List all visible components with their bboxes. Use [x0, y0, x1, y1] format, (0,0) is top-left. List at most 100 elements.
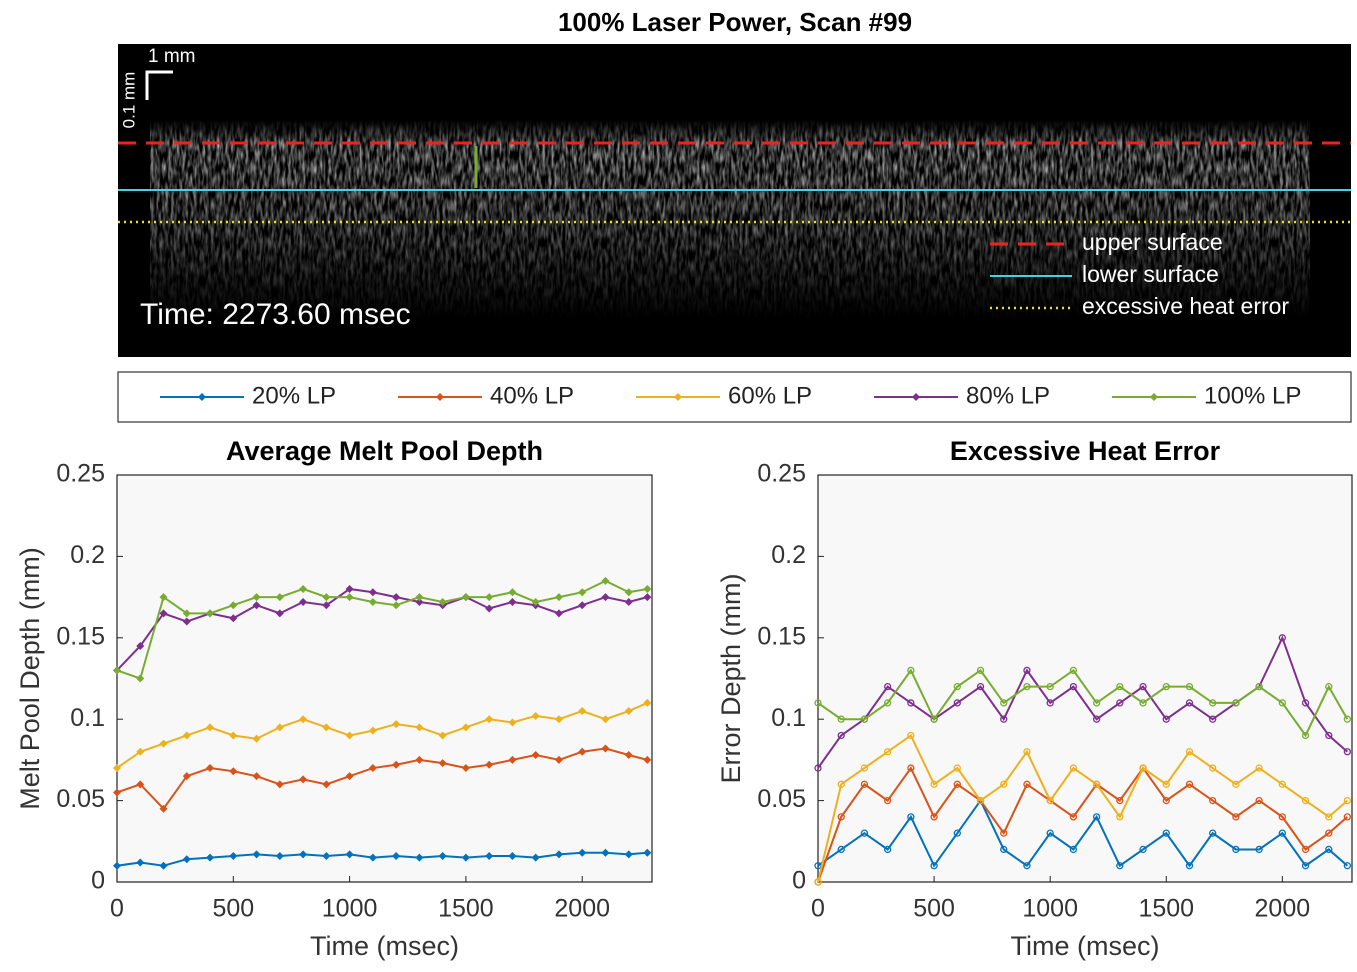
marker [554, 593, 563, 602]
marker [601, 576, 610, 585]
x-tick-label: 1000 [1022, 895, 1078, 923]
marker [1301, 796, 1310, 805]
marker [322, 601, 331, 610]
marker [930, 862, 938, 870]
marker [438, 759, 447, 768]
marker [1116, 699, 1124, 707]
image-legend: upper surface lower surface excessive heat… [990, 229, 1289, 319]
marker [884, 796, 892, 805]
marker [1092, 780, 1101, 788]
marker [182, 609, 191, 618]
marker [206, 853, 215, 862]
marker [953, 764, 961, 772]
marker [136, 747, 145, 756]
marker [136, 780, 145, 789]
marker [884, 682, 892, 691]
marker [415, 755, 424, 764]
legend-marker [1150, 393, 1158, 401]
marker [392, 720, 401, 729]
marker [860, 780, 869, 788]
marker [415, 593, 424, 602]
chart-title: Average Melt Pool Depth [226, 436, 543, 466]
series-line [116, 747, 648, 811]
marker [113, 861, 121, 870]
marker [531, 711, 540, 720]
marker [508, 588, 517, 597]
marker [976, 682, 985, 691]
marker [1255, 845, 1263, 854]
marker [1209, 699, 1217, 707]
marker [275, 851, 284, 860]
marker [1023, 748, 1031, 756]
marker [136, 674, 145, 683]
marker [837, 780, 845, 788]
marker [814, 699, 822, 707]
marker [113, 666, 121, 675]
marker [485, 715, 494, 724]
marker [275, 780, 284, 789]
marker [299, 715, 308, 724]
marker [643, 848, 652, 857]
legend-label: 100% LP [1204, 382, 1301, 409]
marker [461, 853, 470, 862]
series-line [817, 668, 1349, 738]
marker [1162, 829, 1170, 837]
y-tick-label: 0 [792, 867, 806, 895]
marker [1343, 862, 1352, 870]
marker [1278, 634, 1286, 642]
marker [1343, 748, 1352, 756]
marker [1185, 682, 1194, 691]
marker [368, 726, 377, 735]
marker [345, 593, 354, 602]
marker [1000, 699, 1008, 707]
series-line [817, 733, 1349, 883]
marker [415, 723, 424, 732]
marker [531, 853, 540, 862]
marker [252, 772, 261, 781]
marker [1185, 699, 1194, 707]
marker [1092, 813, 1101, 821]
y-tick-label: 0.2 [771, 541, 806, 569]
marker [1325, 731, 1333, 740]
marker [1232, 699, 1240, 707]
marker [275, 723, 284, 732]
series-line [116, 587, 648, 672]
marker [1209, 829, 1217, 837]
y-tick-label: 0.15 [757, 622, 806, 650]
marker [368, 853, 377, 862]
marker [1023, 666, 1031, 675]
marker [624, 751, 633, 760]
marker [837, 731, 845, 740]
marker [884, 699, 892, 707]
chart: Average Melt Pool Depth Time (msec) Melt P… [15, 436, 653, 961]
marker [461, 593, 470, 602]
marker [601, 715, 610, 724]
image-title: 100% Laser Power, Scan #99 [558, 7, 912, 37]
marker [1343, 796, 1352, 805]
marker [206, 723, 215, 732]
marker [229, 851, 238, 860]
marker [976, 796, 985, 805]
y-tick-label: 0.1 [771, 704, 806, 732]
marker [1209, 796, 1217, 805]
x-tick-label: 0 [811, 895, 825, 923]
marker [1139, 699, 1147, 707]
marker [182, 772, 191, 781]
marker [643, 593, 652, 602]
marker [1301, 862, 1310, 870]
marker [1116, 862, 1124, 870]
marker [1301, 699, 1310, 707]
marker [624, 850, 633, 859]
marker [368, 764, 377, 773]
marker [953, 682, 961, 691]
legend-marker [912, 393, 920, 401]
marker [1255, 682, 1263, 691]
marker [415, 853, 424, 862]
marker [1185, 780, 1194, 788]
marker [1092, 699, 1101, 707]
marker [1209, 764, 1217, 772]
marker [1000, 829, 1008, 837]
marker [860, 764, 869, 772]
marker [508, 597, 517, 606]
